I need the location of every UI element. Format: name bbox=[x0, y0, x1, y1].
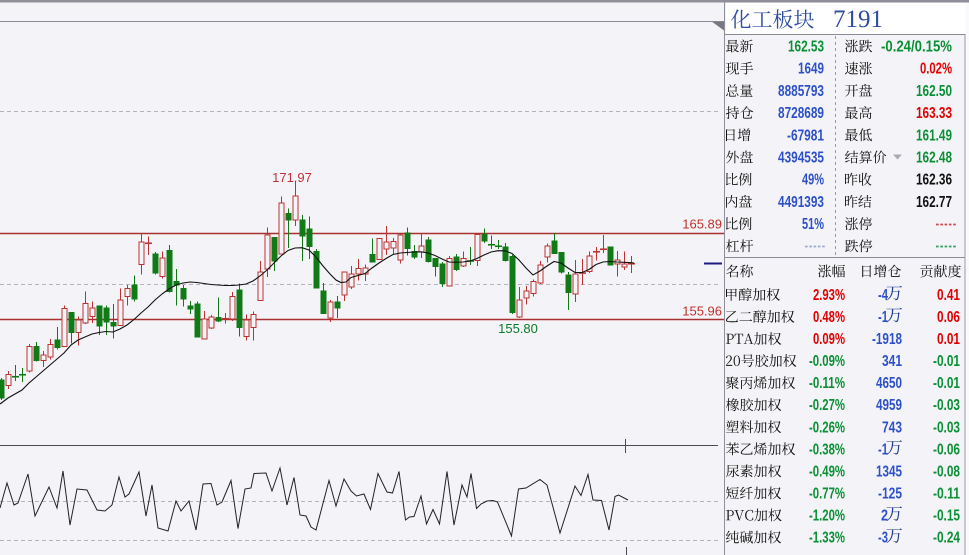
svg-text:0.06: 0.06 bbox=[937, 309, 960, 326]
svg-text:341: 341 bbox=[882, 353, 902, 370]
svg-text:-0.11: -0.11 bbox=[933, 485, 960, 502]
svg-text:0.48%: 0.48% bbox=[813, 309, 845, 326]
svg-text:163.33: 163.33 bbox=[916, 105, 952, 122]
svg-text:-67981: -67981 bbox=[787, 127, 824, 144]
svg-text:8728689: 8728689 bbox=[778, 105, 824, 122]
svg-text:-0.09%: -0.09% bbox=[809, 353, 845, 370]
svg-text:162.50: 162.50 bbox=[916, 83, 952, 100]
svg-text:4394535: 4394535 bbox=[778, 150, 824, 167]
svg-text:-125: -125 bbox=[878, 485, 902, 502]
svg-text:51%: 51% bbox=[802, 216, 824, 233]
svg-text:4491393: 4491393 bbox=[778, 194, 824, 211]
svg-text:7191: 7191 bbox=[833, 6, 883, 33]
svg-text:-0.01: -0.01 bbox=[933, 353, 960, 370]
svg-text:-0.38%: -0.38% bbox=[809, 441, 845, 458]
svg-text:-0.03: -0.03 bbox=[933, 419, 960, 436]
svg-text:-0.24: -0.24 bbox=[933, 530, 960, 547]
svg-text:0.41: 0.41 bbox=[937, 287, 960, 304]
svg-text:-0.15: -0.15 bbox=[933, 508, 960, 525]
svg-text:162.53: 162.53 bbox=[788, 39, 824, 56]
svg-text:-0.11%: -0.11% bbox=[809, 375, 845, 392]
svg-text:4959: 4959 bbox=[876, 397, 902, 414]
svg-text:-0.26%: -0.26% bbox=[809, 419, 845, 436]
svg-text:161.49: 161.49 bbox=[916, 127, 952, 144]
svg-text:-0.03: -0.03 bbox=[933, 397, 960, 414]
svg-text:49%: 49% bbox=[802, 172, 824, 189]
svg-text:-0.06: -0.06 bbox=[933, 441, 960, 458]
svg-text:-1: -1 bbox=[878, 309, 888, 326]
svg-text:-1.20%: -1.20% bbox=[809, 508, 845, 525]
svg-text:0.09%: 0.09% bbox=[813, 331, 845, 348]
svg-text:-1918: -1918 bbox=[872, 331, 902, 348]
svg-text:-1.33%: -1.33% bbox=[809, 530, 845, 547]
svg-text:1649: 1649 bbox=[798, 61, 824, 78]
svg-text:-3: -3 bbox=[878, 530, 888, 547]
svg-text:-4: -4 bbox=[878, 287, 888, 304]
svg-text:-0.27%: -0.27% bbox=[809, 397, 845, 414]
svg-text:8885793: 8885793 bbox=[778, 83, 824, 100]
svg-text:-0.01: -0.01 bbox=[933, 375, 960, 392]
svg-text:-0.24/0.15%: -0.24/0.15% bbox=[881, 39, 952, 56]
svg-text:2: 2 bbox=[881, 508, 888, 525]
svg-text:162.36: 162.36 bbox=[916, 172, 952, 189]
svg-text:-0.77%: -0.77% bbox=[809, 485, 845, 502]
svg-text:155.80: 155.80 bbox=[498, 321, 538, 336]
svg-text:155.96: 155.96 bbox=[682, 304, 722, 319]
svg-text:1345: 1345 bbox=[876, 463, 902, 480]
svg-text:171.97: 171.97 bbox=[272, 170, 312, 185]
svg-text:-1: -1 bbox=[878, 441, 888, 458]
svg-text:165.89: 165.89 bbox=[682, 217, 722, 232]
svg-text:162.48: 162.48 bbox=[916, 150, 952, 167]
svg-text:0.02%: 0.02% bbox=[920, 61, 952, 78]
svg-text:-0.49%: -0.49% bbox=[809, 463, 845, 480]
svg-text:2.93%: 2.93% bbox=[813, 287, 845, 304]
svg-text:743: 743 bbox=[882, 419, 902, 436]
svg-text:-0.08: -0.08 bbox=[933, 463, 960, 480]
svg-text:0.01: 0.01 bbox=[937, 331, 960, 348]
svg-text:162.77: 162.77 bbox=[916, 194, 952, 211]
svg-text:4650: 4650 bbox=[876, 375, 902, 392]
